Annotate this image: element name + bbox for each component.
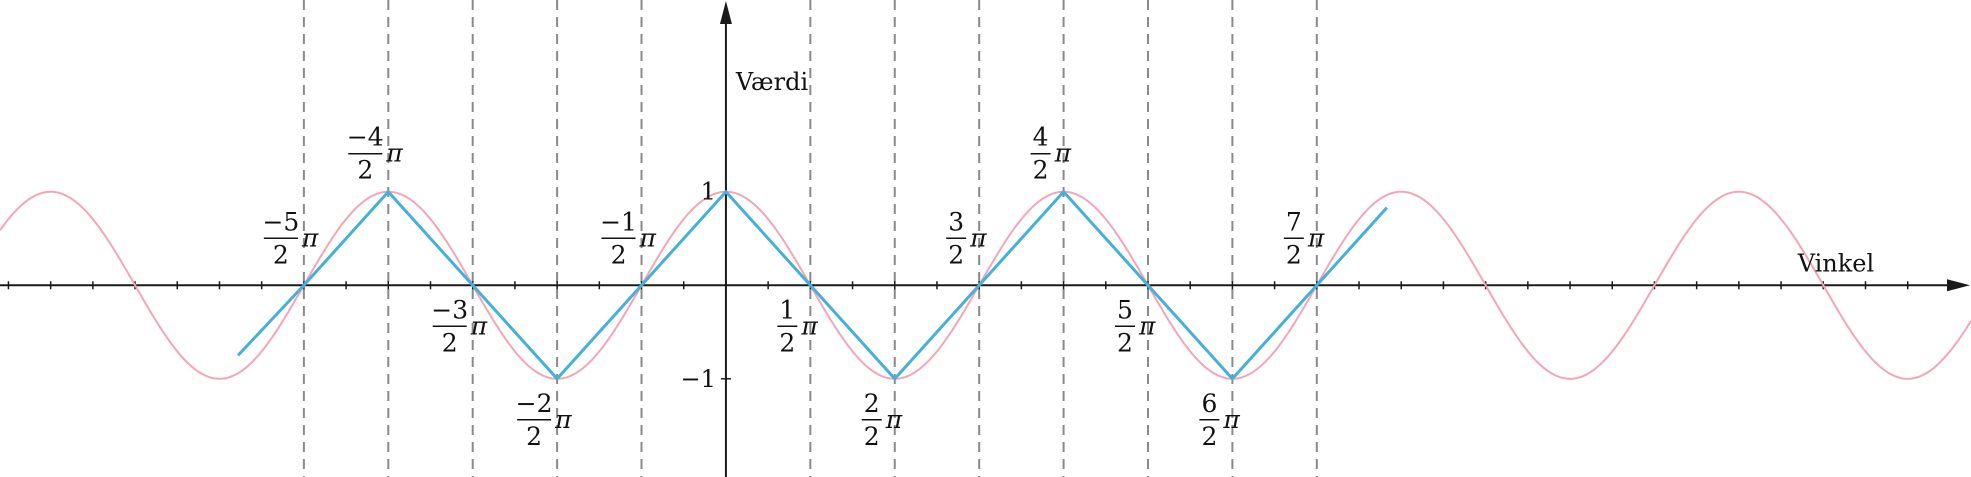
- x-tick-label: 7 2π: [1283, 207, 1325, 269]
- x-tick-label-numerator: 1: [779, 295, 795, 324]
- x-tick-label-denominator: 2: [1033, 156, 1049, 185]
- x-tick-label-pi: π: [470, 311, 488, 340]
- x-tick-label-numerator: −3: [431, 295, 468, 324]
- x-tick-label-pi: π: [385, 139, 403, 168]
- x-tick-label-pi: π: [554, 405, 572, 434]
- x-tick-label-denominator: 2: [442, 328, 458, 357]
- x-tick-label-numerator: 3: [948, 207, 964, 236]
- x-tick-label-denominator: 2: [779, 328, 795, 357]
- x-tick-label-numerator: −1: [600, 207, 637, 236]
- x-tick-label-denominator: 2: [611, 240, 627, 269]
- x-tick-label-pi: π: [969, 223, 987, 252]
- x-tick-label-numerator: −2: [516, 389, 553, 418]
- x-tick-label-denominator: 2: [1201, 422, 1217, 451]
- x-tick-label-denominator: 2: [1286, 240, 1302, 269]
- series-cos-curve: [0, 190, 1971, 380]
- x-tick-label-denominator: 2: [1117, 328, 1133, 357]
- x-tick-label: −2 2π: [516, 389, 572, 451]
- x-tick-label-denominator: 2: [526, 422, 542, 451]
- x-tick-label-numerator: −4: [347, 123, 384, 152]
- x-axis-arrow: [1947, 279, 1970, 292]
- y-tick-label: −1: [681, 365, 716, 393]
- x-tick-label-numerator: 4: [1033, 123, 1049, 152]
- x-tick-label: 3 2π: [946, 207, 987, 269]
- x-tick-label-denominator: 2: [273, 240, 289, 269]
- series-triangle-wave: [236, 190, 1388, 381]
- x-tick-label-pi: π: [800, 311, 818, 340]
- gridlines: [302, 0, 1318, 477]
- labels: Vinkel Værdi 1−1−52π−42π−32π−22π−12π12π2…: [262, 68, 1874, 451]
- x-tick-label-pi: π: [1054, 139, 1072, 168]
- x-tick-label: −3 2π: [431, 295, 487, 357]
- y-tick-label: 1: [701, 178, 716, 206]
- x-tick-label: 2 2π: [861, 389, 903, 451]
- x-tick-label-numerator: 6: [1201, 389, 1217, 418]
- x-tick-label-denominator: 2: [357, 156, 373, 185]
- x-tick-label-pi: π: [1138, 311, 1156, 340]
- x-tick-label-pi: π: [885, 405, 903, 434]
- x-tick-label-numerator: 2: [864, 389, 880, 418]
- x-tick-label-numerator: 7: [1286, 207, 1302, 236]
- x-tick-label-pi: π: [639, 223, 657, 252]
- x-tick-label-denominator: 2: [948, 240, 964, 269]
- x-tick-label-pi: π: [301, 223, 319, 252]
- x-tick-label: 4 2π: [1030, 123, 1072, 185]
- x-tick-label-numerator: 5: [1117, 295, 1133, 324]
- x-tick-label: −5 2π: [262, 207, 318, 269]
- x-tick-label-denominator: 2: [864, 422, 880, 451]
- y-axis-arrow: [719, 1, 732, 24]
- x-tick-label: 1 2π: [777, 295, 818, 357]
- x-tick-label: −1 2π: [600, 207, 656, 269]
- x-tick-label: 6 2π: [1199, 389, 1240, 451]
- series: [0, 190, 1971, 381]
- x-tick-label: −4 2π: [347, 123, 403, 185]
- x-tick-label: 5 2π: [1114, 295, 1156, 357]
- x-tick-label-pi: π: [1222, 405, 1240, 434]
- y-axis-label: Værdi: [735, 68, 809, 96]
- x-tick-label-numerator: −5: [262, 207, 299, 236]
- x-tick-label-pi: π: [1307, 223, 1325, 252]
- x-axis-label: Vinkel: [1797, 249, 1874, 277]
